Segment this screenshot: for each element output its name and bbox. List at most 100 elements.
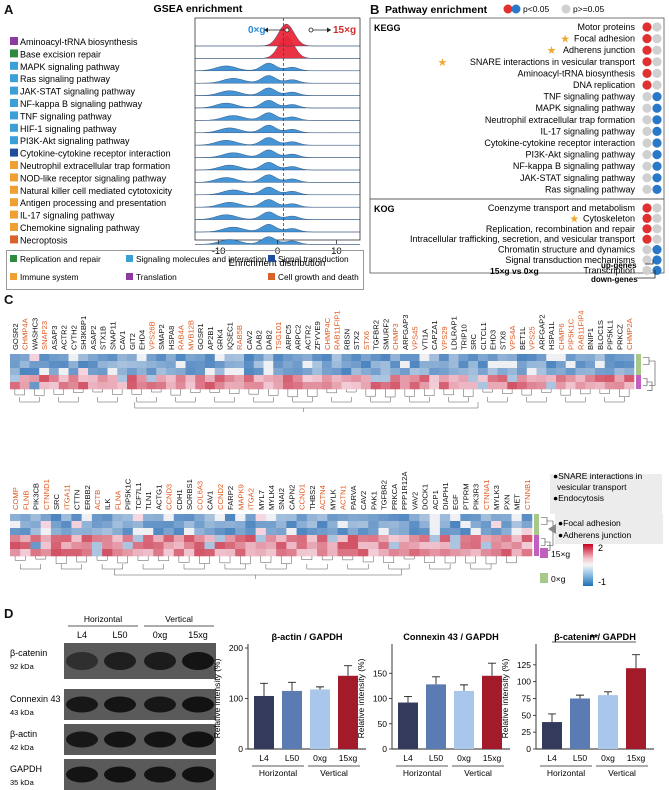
gene-label: HSPA8 — [167, 326, 176, 350]
heatmap-cell — [331, 382, 342, 390]
heatmap-cell — [400, 375, 411, 383]
legend-label: Immune system — [20, 272, 79, 282]
legend-swatch — [126, 273, 133, 280]
heatmap-cell — [501, 521, 512, 529]
heatmap-cell — [127, 361, 138, 369]
heatmap-cell — [347, 549, 359, 557]
down-genes-label: down-genes — [591, 275, 638, 284]
star-icon: ★ — [547, 45, 557, 57]
gene-label: SRC — [52, 493, 61, 510]
heatmap-cell — [156, 354, 167, 362]
heatmap-cell — [166, 361, 177, 369]
pathway-label: NOD-like receptor signaling pathway — [20, 173, 167, 183]
heatmap-cell — [604, 368, 615, 376]
down-gene-dot — [652, 115, 662, 125]
heatmap-cell — [368, 528, 379, 536]
gene-label: STX6 — [362, 331, 371, 350]
heatmap-cell — [224, 368, 235, 376]
x-tick-label: 15xg — [339, 753, 358, 763]
blot-band — [182, 696, 214, 713]
gene-label: PXN — [502, 494, 511, 510]
heatmap-cell — [517, 361, 528, 369]
heatmap-cell — [40, 521, 52, 529]
heatmap-cell — [49, 354, 60, 362]
heatmap-cell — [419, 549, 430, 557]
gene-label: HSPA1L — [547, 321, 556, 350]
group-vertical-label: Vertical — [608, 768, 636, 778]
gene-label: PRKCA — [390, 483, 399, 510]
pathway-category-swatch — [10, 74, 18, 83]
bar — [570, 698, 590, 749]
x-tick-label: L50 — [429, 753, 443, 763]
pathway-category-swatch — [10, 111, 18, 120]
up-gene-dot — [642, 68, 652, 78]
panel-label-a: A — [4, 2, 14, 17]
heatmap-cell — [81, 542, 93, 550]
gene-label: DAB2 — [255, 330, 264, 350]
up-gene-dot — [642, 22, 652, 32]
heatmap-cell — [322, 382, 333, 390]
gene-label: MYLK3 — [492, 485, 501, 510]
heatmap-cell — [480, 521, 492, 529]
bar — [598, 695, 618, 749]
heatmap-cell — [175, 361, 186, 369]
gene-label: MYL7 — [257, 490, 266, 510]
heatmap-cell — [480, 535, 492, 543]
heatmap-cell — [20, 535, 31, 543]
gene-label: TRIP10 — [459, 324, 468, 350]
heatmap-cell — [30, 528, 42, 536]
row-dendrogram — [541, 517, 554, 551]
pathway-label: Cytokine-cytokine receptor interaction — [20, 149, 171, 159]
error-bar — [548, 713, 556, 723]
heatmap-cell — [40, 535, 52, 543]
heatmap-cell — [255, 514, 267, 522]
x-tick-label: 15xg — [483, 753, 502, 763]
heatmap-cell — [71, 528, 82, 536]
color-scale-bar — [583, 544, 593, 586]
heatmap-cell — [439, 514, 451, 522]
heatmap-cell — [244, 375, 255, 383]
heatmap-cell — [50, 542, 62, 550]
heatmap-cell — [302, 368, 313, 376]
gene-label: ARFGAP3 — [401, 315, 410, 350]
pathway-name: Adherens junction — [563, 45, 635, 55]
heatmap-cell — [614, 382, 625, 390]
blot-band — [144, 731, 176, 748]
heatmap-cell — [253, 382, 264, 390]
sample-group-strip — [534, 521, 539, 528]
heatmap-cell — [163, 521, 175, 529]
heatmap-cell — [224, 528, 236, 536]
heatmap-cell — [491, 549, 502, 557]
heatmap-cell — [265, 514, 277, 522]
heatmap-cell — [166, 375, 177, 383]
scale-min-label: -1 — [598, 577, 606, 587]
heatmap-cell — [204, 521, 216, 529]
heatmap-cell — [546, 375, 557, 383]
heatmap-cell — [30, 535, 42, 543]
heatmap-cell — [419, 542, 430, 550]
lane-label: L50 — [112, 630, 127, 640]
y-tick-label: 100 — [373, 694, 387, 704]
heatmap-cell — [88, 354, 99, 362]
heatmap-cell — [327, 535, 338, 543]
heatmap-cell — [122, 521, 134, 529]
heatmap-cell — [214, 521, 226, 529]
heatmap-cell — [585, 382, 596, 390]
heatmap-cell — [286, 549, 297, 557]
heatmap-cell — [491, 521, 502, 529]
gene-label: WASHC3 — [30, 318, 39, 350]
heatmap-cell — [361, 354, 372, 362]
heatmap-cell — [205, 382, 216, 390]
gene-label: IQSEC1 — [225, 322, 234, 350]
heatmap-cell — [370, 361, 381, 369]
pathway-title: Pathway enrichment — [385, 4, 488, 16]
pathway-label: IL-17 signaling pathway — [20, 211, 115, 221]
heatmap-cell — [265, 542, 277, 550]
heatmap-cell — [143, 521, 154, 529]
heatmap-cell — [439, 361, 450, 369]
bar — [426, 684, 446, 749]
down-gene-dot — [652, 126, 662, 136]
heatmap-cell — [358, 521, 369, 529]
heatmap-cell — [497, 354, 508, 362]
heatmap-cell — [368, 535, 379, 543]
